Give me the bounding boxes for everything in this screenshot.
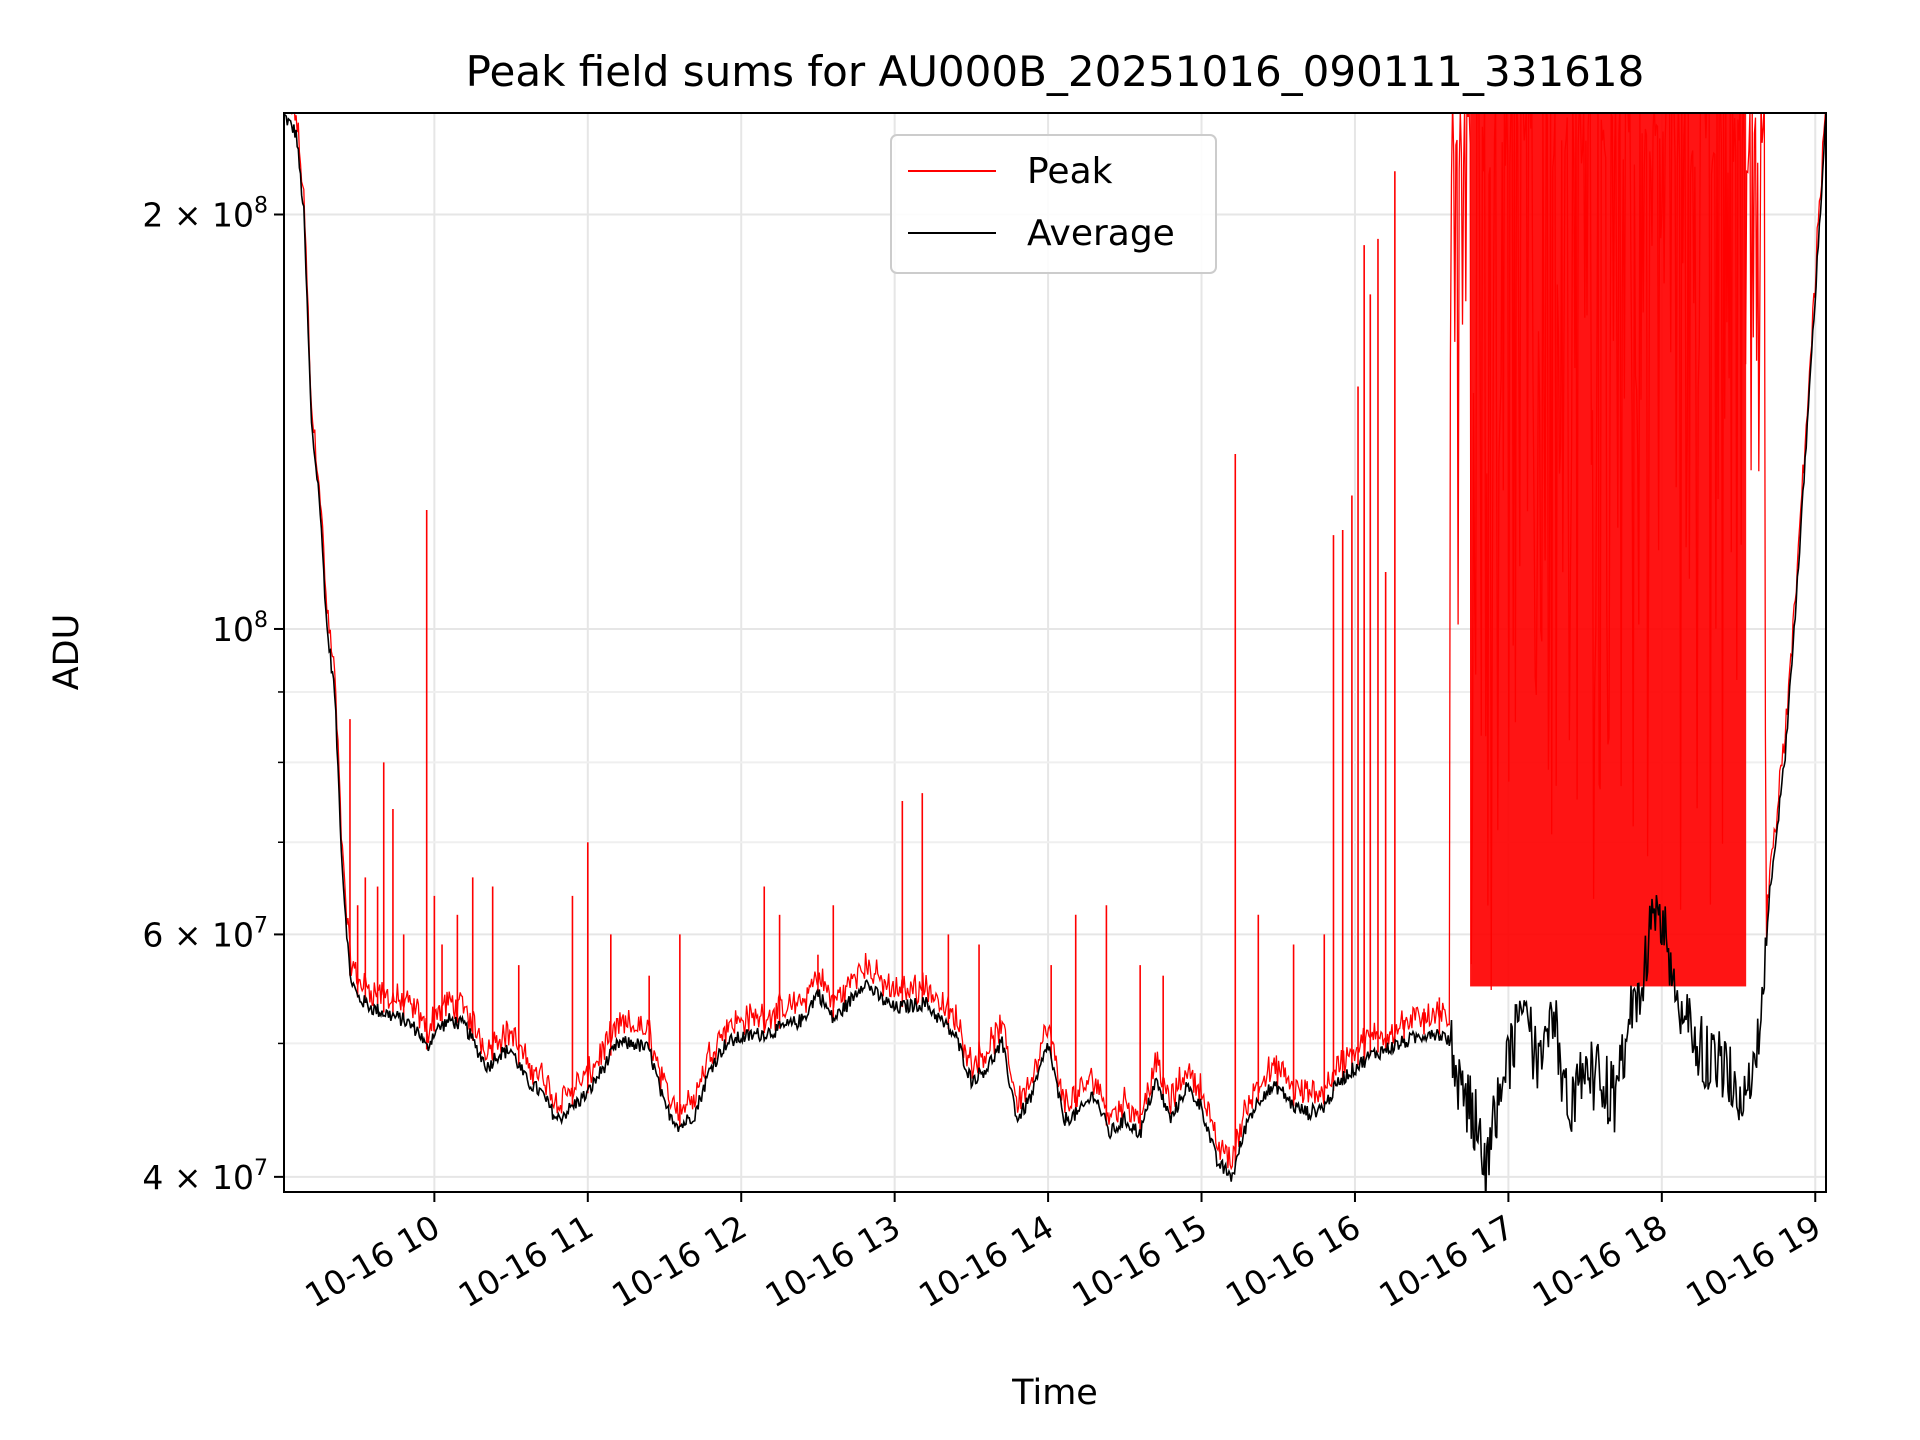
y-tick-base: 10 (212, 610, 254, 649)
y-tick-label: 2 × 108 (142, 193, 268, 234)
y-tick-base: 2 × 10 (142, 195, 254, 234)
y-tick-label: 4 × 107 (142, 1156, 268, 1197)
y-axis-title: ADU (47, 614, 87, 691)
y-tick-exponent: 7 (254, 1156, 268, 1181)
legend-label-average: Average (1027, 213, 1175, 254)
chart-title: Peak field sums for AU000B_20251016_0901… (466, 47, 1645, 96)
series-average (284, 113, 1826, 1192)
y-tick-label: 108 (212, 608, 268, 649)
average-line (284, 113, 1826, 1192)
plot-frame (283, 112, 1827, 1193)
y-tick-base: 4 × 10 (142, 1158, 254, 1197)
y-tick-exponent: 8 (254, 193, 268, 218)
y-tick-exponent: 7 (254, 913, 268, 938)
y-tick-base: 6 × 10 (142, 915, 254, 954)
peak-saturated-band (1470, 113, 1747, 987)
y-tick-label: 6 × 107 (142, 913, 268, 954)
legend-label-peak: Peak (1027, 151, 1113, 192)
series-peak (290, 113, 1826, 1171)
legend: Peak Average (890, 134, 1217, 274)
y-tick-exponent: 8 (254, 608, 268, 633)
x-axis-title: Time (1011, 1373, 1098, 1413)
plot-area (284, 113, 1826, 1192)
legend-box (890, 134, 1217, 274)
